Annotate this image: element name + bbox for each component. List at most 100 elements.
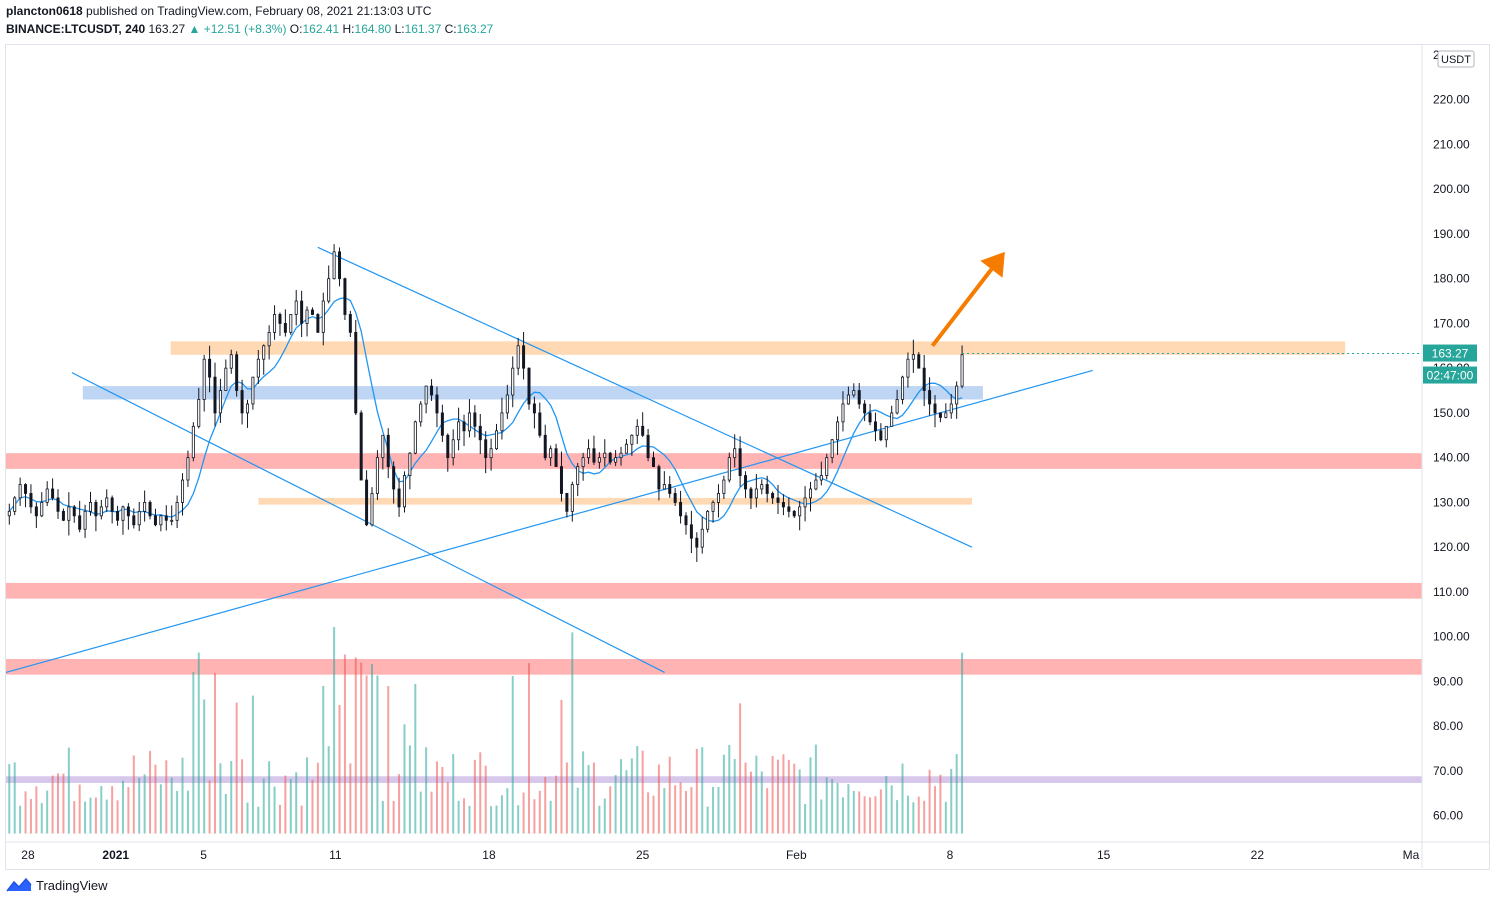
candle-body [532,403,536,414]
candle-body [181,479,185,503]
candle-body [684,515,688,526]
volume-bar [706,806,709,834]
volume-bar [214,673,217,834]
volume-bar [798,769,801,834]
candle-body [559,466,563,494]
volume-bar [376,675,379,834]
candle-body [825,457,829,476]
zone-red-4 [6,582,1422,599]
volume-bar [246,802,249,834]
volume-bar [111,786,114,834]
candle-body [251,376,255,405]
countdown-badge-text: 02:47:00 [1427,369,1474,383]
candle-body [375,457,379,494]
price-tick-label: 120.00 [1433,540,1470,554]
time-tick-label: Feb [786,848,807,862]
volume-bar [576,787,579,834]
volume-bar [457,800,460,834]
candle-body [208,358,212,378]
candle-body [121,506,125,521]
volume-bar [316,762,319,834]
symbol-label: BINANCE:LTCUSDT, 240 [6,22,146,36]
candle-body [116,510,120,521]
candle-body [132,515,136,526]
price-tick-label: 90.00 [1433,674,1463,688]
author-name[interactable]: plancton0618 [6,4,83,18]
volume-bar [852,790,855,834]
volume-bar [506,788,509,834]
candle-body [386,434,390,468]
time-tick-label: 5 [200,848,207,862]
candle-body [283,323,287,333]
candle-body [83,510,87,530]
tradingview-logo-icon [6,877,32,892]
volume-bar [425,747,428,834]
volume-bar [441,766,444,834]
time-axis: 28 2021 5 11 18 25 Feb 8 15 22 Ma [5,841,1490,862]
volume-bar [67,747,70,834]
volume-bar [24,791,27,834]
candle-body [478,425,482,441]
candle-body [359,412,363,481]
candle-body [72,506,76,517]
candle-body [343,278,347,315]
candle-body [722,479,726,494]
time-tick-label: 8 [947,848,954,862]
candle-body [229,354,233,369]
candle-body [402,475,406,508]
candle-body [538,412,542,436]
volume-bar [251,695,254,834]
volume-bar [874,796,877,834]
volume-bar [138,777,141,834]
candle-body [473,412,477,427]
moving-average-line [8,297,963,523]
volume-bar [544,776,547,834]
candle-body [808,488,812,499]
candle-body [863,403,867,414]
volume-bar [62,773,65,834]
close-label: C: [444,22,457,36]
volume-bar [170,777,173,834]
candle-body [554,448,558,468]
chart-frame[interactable] [5,44,1490,870]
tradingview-footer[interactable]: TradingView [6,877,108,893]
volume-bar [235,702,238,834]
volume-bar [100,786,103,834]
price-tick-label: 210.00 [1433,137,1470,151]
candle-body [137,510,141,526]
volume-bar [192,672,195,834]
volume-bar [289,778,292,834]
candle-body [56,497,60,512]
candle-body [949,403,953,414]
candle-body [365,479,369,526]
candle-body [202,358,206,400]
volume-bar [284,775,287,834]
candle-body [316,314,320,333]
candle-body [917,354,921,369]
volume-bar [582,751,585,834]
candle-body [256,358,260,378]
zone-red-5 [6,659,1422,675]
candle-body [635,425,639,436]
price-axis: 60.00 70.00 80.00 90.00 100.00 110.00 120.00 13… [1421,44,1470,868]
volume-bar [19,805,22,834]
volume-bar [917,796,920,834]
candle-body [711,502,715,512]
candle-body [646,434,650,459]
last-price: 163.27 [148,22,186,36]
candle-body [911,354,915,360]
candle-body [614,457,618,463]
candle-body [890,412,894,427]
volume-bar [500,795,503,834]
candle-body [960,354,964,387]
volume-bar [73,801,76,834]
price-change: ▲ +12.51 (+8.3%) [188,22,287,36]
candle-body [7,510,11,517]
candle-body [105,497,109,508]
currency-badge[interactable]: USDT [1437,50,1475,68]
volume-bar [408,745,411,834]
publish-info: plancton0618 published on TradingView.co… [6,4,431,18]
zone-purple-6 [6,776,1422,783]
volume-bar [728,745,731,834]
